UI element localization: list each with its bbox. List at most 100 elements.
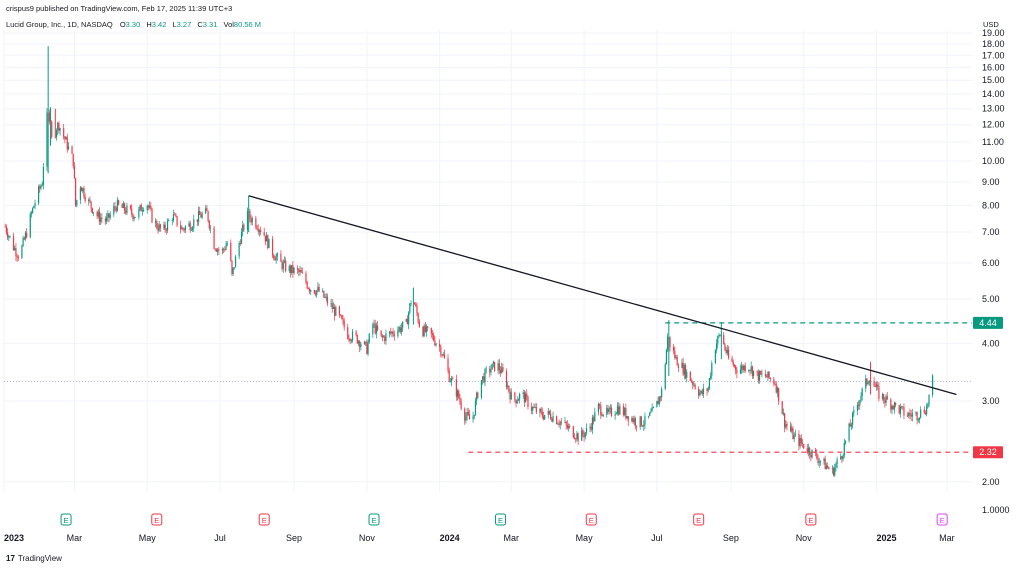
candle-body — [852, 413, 854, 425]
candle-body — [24, 232, 27, 240]
candle-body — [551, 418, 553, 422]
candle-body — [122, 203, 124, 208]
candle-body — [213, 227, 215, 249]
candle-body — [491, 363, 493, 370]
candle-body — [466, 411, 468, 417]
candle-body — [221, 248, 224, 251]
candle-body — [398, 327, 400, 331]
candle-body — [800, 437, 802, 443]
candle-body — [686, 371, 688, 378]
candle-body — [176, 216, 178, 226]
candle-body — [116, 200, 118, 211]
candle-body — [710, 375, 712, 379]
candle-body — [410, 303, 412, 305]
candle-body — [246, 210, 249, 230]
candle-body — [585, 428, 588, 433]
candle-body — [792, 428, 794, 440]
candle-body — [866, 378, 868, 384]
candle-body — [5, 226, 7, 233]
candle-body — [393, 334, 395, 337]
candle-body — [824, 458, 826, 470]
candle-body — [873, 381, 875, 387]
candle-body — [601, 415, 603, 417]
candle-body — [736, 370, 738, 374]
candle-body — [674, 350, 676, 358]
candle-body — [689, 371, 691, 381]
candle-body — [258, 230, 261, 232]
candle-body — [727, 349, 730, 359]
candle-body — [619, 406, 621, 415]
candle-body — [552, 416, 554, 422]
currency-label[interactable]: USD — [983, 20, 999, 29]
candle-body — [860, 396, 862, 401]
candle-body — [338, 306, 340, 315]
candle-body — [101, 217, 103, 219]
candle-body — [289, 266, 292, 273]
candle-body — [447, 358, 449, 371]
candle-body — [332, 306, 335, 310]
candle-body — [359, 341, 361, 348]
earnings-marker-icon — [60, 513, 72, 526]
candle-body — [104, 218, 107, 222]
candle-body — [129, 205, 132, 209]
candle-body — [113, 206, 115, 215]
candle-body — [397, 330, 399, 337]
candle-body — [559, 421, 561, 425]
candle-body — [885, 396, 887, 403]
candle-body — [618, 406, 620, 415]
candle-body — [807, 447, 810, 453]
candle-body — [57, 122, 59, 131]
candle-body — [363, 341, 366, 345]
candle-body — [347, 327, 349, 339]
candle-body — [242, 224, 244, 232]
candle-body — [900, 406, 903, 408]
candle-body — [225, 245, 227, 250]
earnings-marker-label: E — [940, 516, 945, 525]
time-tick-label: Sep — [723, 533, 739, 543]
candle-body — [22, 238, 24, 246]
candle-body — [891, 405, 893, 410]
candle-body — [875, 384, 878, 387]
low-value: 3.27 — [176, 20, 192, 29]
candle-body — [718, 335, 720, 337]
candle-body — [610, 407, 613, 416]
candle-body — [826, 465, 829, 468]
close-label: C — [197, 20, 203, 29]
candle-body — [299, 270, 301, 272]
candle-body — [209, 227, 212, 229]
candle-body — [316, 290, 318, 295]
candle-body — [534, 407, 536, 408]
level-label-2.32: 2.32 — [979, 447, 997, 457]
candle-body — [291, 265, 293, 273]
candle-body — [16, 256, 18, 258]
candle-body — [565, 421, 567, 425]
candle-body — [15, 248, 17, 257]
earnings-marker-icon — [693, 513, 705, 526]
candle-body — [207, 210, 209, 221]
candle-body — [356, 334, 358, 344]
candle-body — [83, 188, 85, 197]
candle-body — [560, 421, 563, 423]
tv-logo-icon: 17 — [6, 554, 15, 563]
candle-body — [308, 288, 311, 292]
candle-body — [597, 404, 600, 413]
candle-body — [275, 256, 277, 261]
candle-body — [405, 319, 407, 322]
candle-body — [497, 363, 499, 372]
candle-body — [138, 208, 140, 218]
candle-body — [285, 260, 287, 271]
candle-body — [849, 423, 851, 427]
candle-body — [726, 349, 728, 353]
candle-body — [774, 383, 776, 385]
candle-body — [593, 417, 595, 422]
symbol-title[interactable]: Lucid Group, Inc., 1D, NASDAQ — [6, 20, 113, 29]
candle-body — [751, 366, 753, 377]
high-value: 3.42 — [151, 20, 167, 29]
candle-body — [932, 375, 934, 395]
tradingview-logo[interactable]: 17 TradingView — [6, 554, 62, 563]
candle-body — [589, 426, 591, 429]
candle-body — [505, 371, 508, 388]
candle-body — [406, 319, 409, 325]
candle-body — [73, 166, 76, 179]
